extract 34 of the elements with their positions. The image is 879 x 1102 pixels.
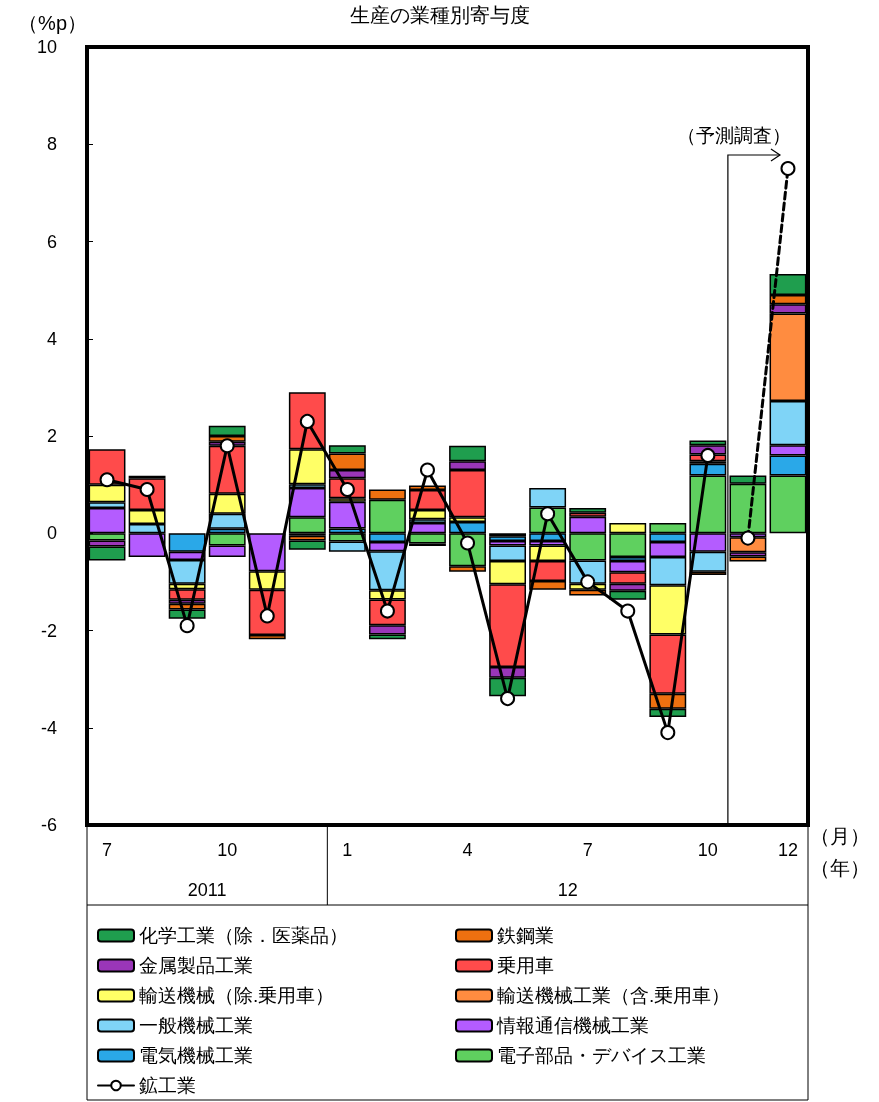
x-axis-title: （月）: [810, 825, 870, 847]
legend-label: 一般機械工業: [139, 1015, 253, 1036]
legend-label: 化学工業（除．医薬品）: [139, 925, 348, 946]
y-tick-label: 2: [46, 426, 57, 446]
legend-label: 情報通信機械工業: [496, 1015, 649, 1036]
legend-label: 金属製品工業: [139, 955, 253, 976]
legend-label: 鉄鋼業: [497, 925, 554, 946]
y-tick-label: -2: [40, 620, 57, 641]
annotation: （予測調査）: [676, 125, 791, 146]
x-tick-label: 10: [217, 840, 238, 860]
x-tick-label: 10: [697, 840, 718, 860]
y-tick-label: -6: [40, 815, 57, 835]
x-tick-label: 7: [582, 840, 593, 860]
x-tick-label: 12: [777, 840, 798, 860]
y-tick-label: 6: [46, 231, 57, 252]
legend-label: 輸送機械（除.乗用車）: [139, 985, 335, 1006]
y-tick-label: 10: [36, 37, 57, 57]
x-tick-label: 4: [462, 840, 473, 860]
y-tick-label: 0: [46, 523, 57, 544]
y-tick-label: -4: [40, 717, 57, 738]
text: （年）: [810, 857, 870, 879]
text: 2011: [187, 880, 227, 900]
y-tick-label: 4: [46, 328, 57, 349]
legend-label: 輸送機械工業（含.乗用車）: [497, 985, 731, 1006]
y-axis-title: （%p）: [18, 12, 87, 34]
x-tick-label: 1: [342, 840, 353, 860]
legend-label: 電子部品・デバイス工業: [497, 1045, 706, 1066]
text: 12: [557, 880, 578, 900]
legend-label: 電気機械工業: [139, 1045, 253, 1066]
x-tick-label: 7: [102, 840, 113, 860]
chart-title: 生産の業種別寄与度: [349, 4, 530, 26]
y-tick-label: 8: [46, 134, 57, 155]
legend-label: 鉱工業: [139, 1075, 196, 1096]
legend-label: 乗用車: [497, 955, 554, 976]
